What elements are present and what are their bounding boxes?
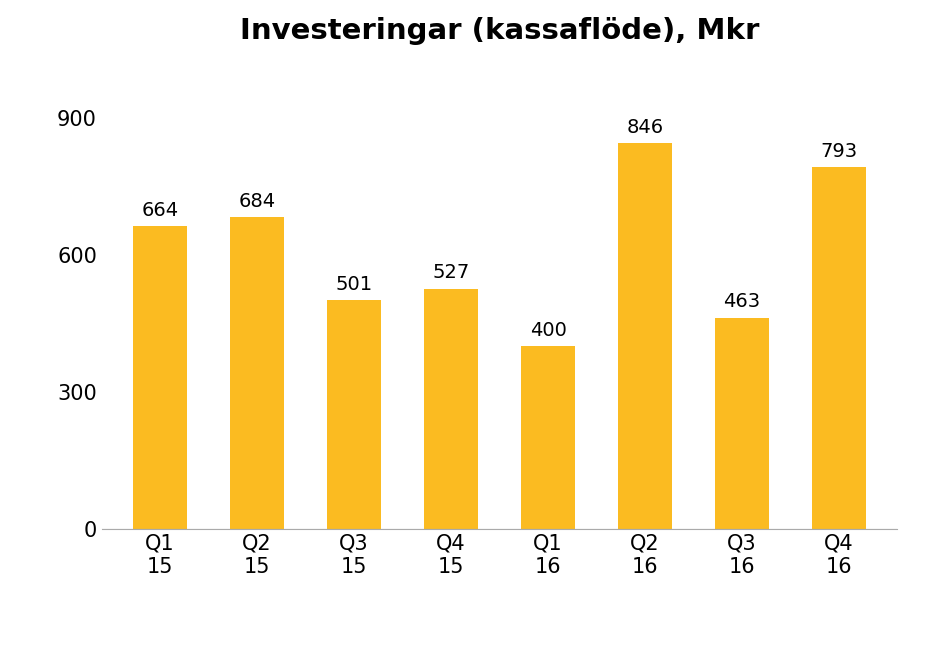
Text: 664: 664 — [142, 201, 179, 220]
Bar — [618, 143, 672, 529]
Text: 846: 846 — [626, 117, 663, 137]
Bar — [327, 301, 381, 529]
Text: 793: 793 — [820, 142, 857, 161]
Bar — [230, 217, 284, 529]
Title: Investeringar (kassaflöde), Mkr: Investeringar (kassaflöde), Mkr — [240, 17, 759, 45]
Bar — [522, 346, 574, 529]
Bar — [133, 226, 187, 529]
Text: 527: 527 — [432, 263, 470, 282]
Text: 684: 684 — [239, 192, 276, 210]
Bar — [425, 288, 477, 529]
Text: 501: 501 — [336, 275, 373, 294]
Text: 400: 400 — [530, 321, 566, 340]
Bar — [715, 318, 769, 529]
Bar — [812, 167, 866, 529]
Text: 463: 463 — [723, 292, 760, 312]
